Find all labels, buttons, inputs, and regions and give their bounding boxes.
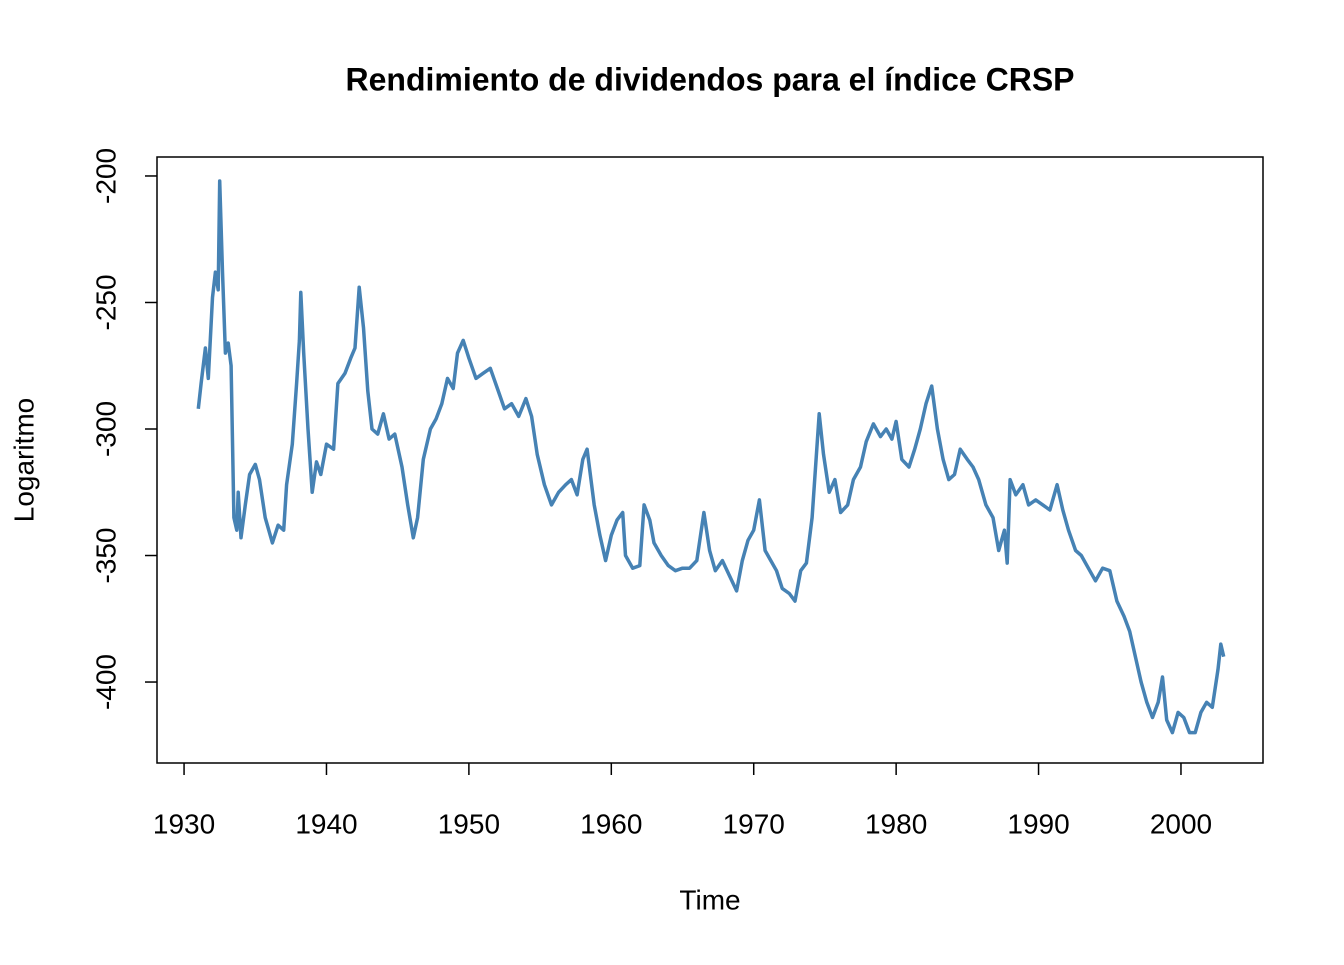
- plot-frame: [156, 156, 1264, 764]
- y-tick-label: -250: [90, 274, 121, 330]
- x-tick-label: 1930: [153, 808, 215, 839]
- y-tick-label: -350: [90, 527, 121, 583]
- y-axis-label: Logaritmo: [8, 398, 39, 523]
- data-line: [196, 179, 1226, 735]
- x-tick-label: 1990: [1007, 808, 1069, 839]
- x-tick-label: 1970: [723, 808, 785, 839]
- x-tick-label: 1940: [295, 808, 357, 839]
- y-tick-label: -400: [90, 654, 121, 710]
- x-tick-label: 2000: [1150, 808, 1212, 839]
- x-tick-label: 1980: [865, 808, 927, 839]
- x-tick-label: 1950: [438, 808, 500, 839]
- x-axis-label: Time: [679, 884, 740, 915]
- chart-title: Rendimiento de dividendos para el índice…: [345, 61, 1074, 97]
- y-tick-label: -200: [90, 148, 121, 204]
- x-tick-label: 1960: [580, 808, 642, 839]
- y-tick-label: -300: [90, 401, 121, 457]
